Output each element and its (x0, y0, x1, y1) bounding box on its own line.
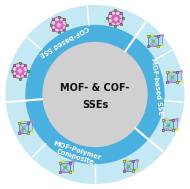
Polygon shape (112, 15, 119, 22)
Polygon shape (148, 36, 158, 46)
Circle shape (26, 26, 164, 163)
Polygon shape (127, 160, 137, 169)
Polygon shape (63, 161, 73, 171)
Text: MOF- & COF-: MOF- & COF- (60, 83, 130, 93)
Polygon shape (60, 163, 70, 172)
Polygon shape (163, 120, 173, 130)
Polygon shape (152, 35, 162, 45)
Polygon shape (167, 72, 177, 82)
Polygon shape (55, 21, 62, 28)
Circle shape (51, 17, 66, 33)
Polygon shape (167, 119, 177, 129)
Circle shape (108, 10, 123, 26)
Polygon shape (16, 67, 23, 74)
Circle shape (12, 63, 28, 79)
Text: MOF-based SSE: MOF-based SSE (150, 57, 164, 115)
Polygon shape (171, 71, 181, 81)
Circle shape (43, 43, 147, 146)
Polygon shape (19, 123, 28, 133)
Polygon shape (22, 122, 32, 131)
Text: SSEs: SSEs (82, 100, 108, 110)
Text: COF-based SSE: COF-based SSE (38, 24, 89, 57)
Polygon shape (124, 161, 133, 171)
Text: MOF-Polymer
Composite: MOF-Polymer Composite (51, 140, 102, 168)
Circle shape (6, 6, 184, 183)
